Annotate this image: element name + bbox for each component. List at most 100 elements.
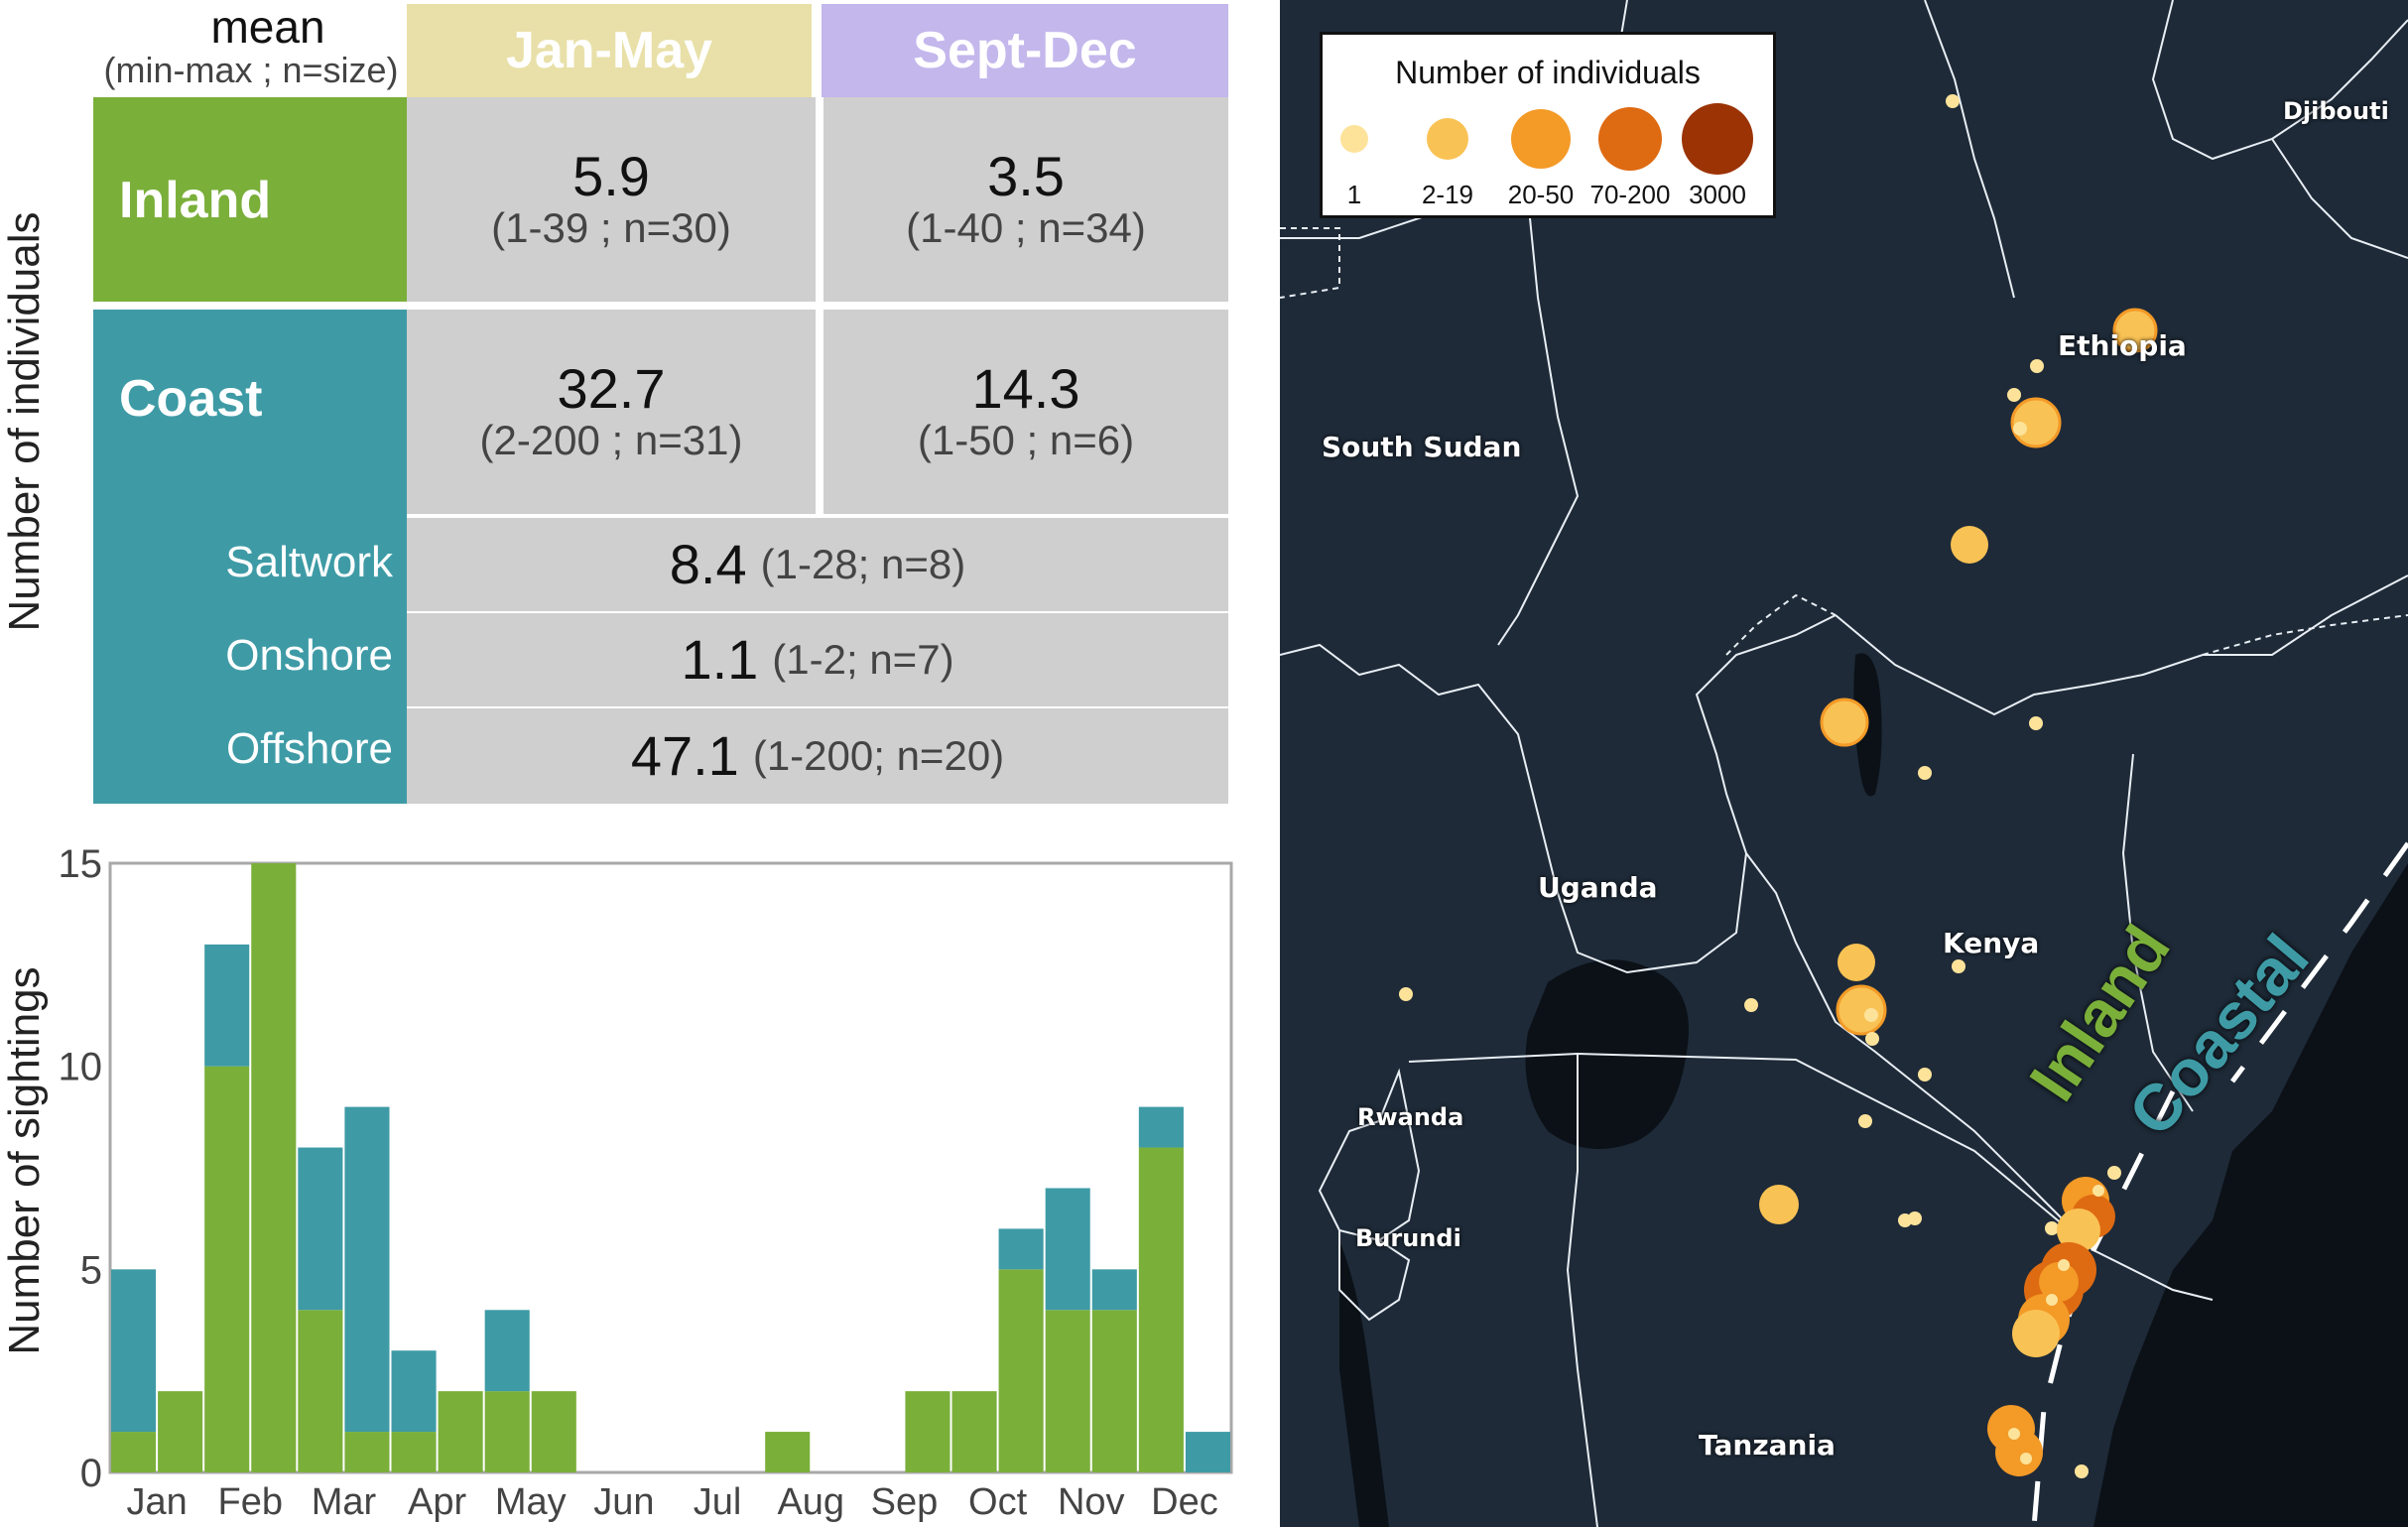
map-svg xyxy=(1280,0,2408,1527)
label-ethiopia: Ethiopia xyxy=(2058,329,2187,362)
bar-inland-bin-17 xyxy=(905,1391,951,1472)
bar-coast-bin-21 xyxy=(1091,1269,1137,1311)
saltwork-range: (1-28; n=8) xyxy=(760,540,966,587)
label-burundi: Burundi xyxy=(1355,1224,1461,1252)
legend-label-70-200: 70-200 xyxy=(1589,180,1671,209)
legend-circle-20-50 xyxy=(1511,109,1571,169)
bar-inland-bin-21 xyxy=(1091,1310,1137,1472)
map-legend: Number of individuals 1 2-19 20-50 70-20… xyxy=(1320,32,1776,218)
onshore-range: (1-2; n=7) xyxy=(772,635,954,683)
bar-coast-bin-0 xyxy=(111,1269,157,1433)
bar-inland-bin-20 xyxy=(1045,1310,1090,1472)
y-tick-label: 10 xyxy=(59,1046,103,1089)
saltwork-label: Saltwork xyxy=(225,538,393,586)
legend-symbols xyxy=(1340,103,1753,175)
bar-inland-bin-22 xyxy=(1138,1147,1184,1472)
legend-label-3000: 3000 xyxy=(1689,180,1746,209)
bar-inland-bin-9 xyxy=(531,1391,576,1472)
bar-inland-bin-0 xyxy=(111,1432,157,1472)
inland-row-label xyxy=(93,97,407,302)
inland-jan-range: (1-39 ; n=30) xyxy=(491,204,731,252)
x-tick-label-apr: Apr xyxy=(408,1481,466,1523)
table-y-axis-label: Number of individuals xyxy=(0,211,49,632)
country-borders xyxy=(1280,0,2408,1527)
label-tanzania: Tanzania xyxy=(1699,1429,1836,1462)
legend-label-2-19: 2-19 xyxy=(1421,180,1474,209)
offshore-range: (1-200; n=20) xyxy=(752,731,1005,779)
offshore-mean: 47.1 xyxy=(630,723,739,787)
legend-label-1: 1 xyxy=(1346,180,1362,209)
legend-label-20-50: 20-50 xyxy=(1507,180,1575,209)
sightings-chart: 0 5 10 15 Jan Feb Mar Apr May Jun Jul Aug Sep Oct Nov… xyxy=(59,842,1233,1523)
offshore-label: Offshore xyxy=(226,724,393,773)
lake-tanganyika xyxy=(1339,1240,1389,1527)
saltwork-cell: 8.4 (1-28; n=8) xyxy=(407,518,1228,611)
x-tick-label-may: May xyxy=(495,1481,567,1523)
legend-circle-1 xyxy=(1340,125,1368,153)
bar-coast-bin-19 xyxy=(998,1228,1044,1270)
x-tick-label-oct: Oct xyxy=(968,1481,1028,1523)
coast-row-label xyxy=(93,310,407,804)
indian-ocean xyxy=(2093,863,2408,1527)
y-tick-label: 5 xyxy=(80,1248,102,1292)
bar-inland-bin-14 xyxy=(765,1432,811,1472)
saltwork-mean: 8.4 xyxy=(669,532,747,595)
plot-frame xyxy=(108,861,1233,1474)
inland-sep-cell: 3.5 (1-40 ; n=34) xyxy=(824,97,1228,302)
bar-inland-bin-5 xyxy=(344,1432,390,1472)
legend-title: Number of individuals xyxy=(1395,55,1701,90)
legend-circle-70-200 xyxy=(1598,107,1662,171)
bar-coast-bin-8 xyxy=(484,1310,530,1392)
col-header-sept-dec-label: Sept-Dec xyxy=(913,22,1137,79)
bar-coast-bin-5 xyxy=(344,1106,390,1433)
col-header-sept-dec: Sept-Dec xyxy=(822,4,1228,97)
inland-label: Inland xyxy=(119,172,272,229)
col-header-jan-may-label: Jan-May xyxy=(505,22,713,79)
x-tick-label-aug: Aug xyxy=(777,1481,844,1523)
bar-coast-bin-23 xyxy=(1185,1432,1230,1472)
onshore-mean: 1.1 xyxy=(681,627,759,691)
coast-sep-cell: 14.3 (1-50 ; n=6) xyxy=(824,310,1228,514)
sighting-points xyxy=(1399,94,2158,1478)
x-tick-label-sep: Sep xyxy=(871,1481,939,1523)
map-panel: Djibouti Ethiopia South Sudan Uganda Ken… xyxy=(1280,0,2408,1527)
corner-title: mean xyxy=(210,1,325,53)
bar-inland-bin-6 xyxy=(391,1432,437,1472)
col-header-jan-may: Jan-May xyxy=(407,4,812,97)
bar-inland-bin-1 xyxy=(158,1391,203,1472)
offshore-cell: 47.1 (1-200; n=20) xyxy=(407,708,1228,804)
disputed-borders xyxy=(1280,227,2408,656)
coast-jan-cell: 32.7 (2-200 ; n=31) xyxy=(407,310,816,514)
bar-inland-bin-7 xyxy=(438,1391,483,1472)
x-tick-label-jan: Jan xyxy=(126,1481,187,1523)
y-tick-label: 0 xyxy=(80,1452,102,1495)
bar-coast-bin-6 xyxy=(391,1350,437,1433)
x-tick-label-mar: Mar xyxy=(312,1481,377,1523)
x-tick-label-feb: Feb xyxy=(218,1481,283,1523)
bar-coast-bin-22 xyxy=(1138,1106,1184,1148)
legend-circle-2-19 xyxy=(1427,118,1468,160)
inland-jan-mean: 5.9 xyxy=(572,144,650,207)
inland-sep-mean: 3.5 xyxy=(987,144,1065,207)
x-tick-label-nov: Nov xyxy=(1058,1481,1125,1523)
onshore-label: Onshore xyxy=(225,631,393,680)
coast-sep-range: (1-50 ; n=6) xyxy=(917,417,1135,464)
bar-inland-bin-3 xyxy=(251,863,297,1472)
coast-sep-mean: 14.3 xyxy=(971,356,1080,420)
x-tick-label-jul: Jul xyxy=(694,1481,742,1523)
label-rwanda: Rwanda xyxy=(1357,1103,1464,1131)
onshore-cell: 1.1 (1-2; n=7) xyxy=(407,613,1228,706)
bar-inland-bin-18 xyxy=(951,1391,997,1472)
bar-inland-bin-8 xyxy=(484,1391,530,1472)
inland-jan-cell: 5.9 (1-39 ; n=30) xyxy=(407,97,816,302)
bar-coast-bin-4 xyxy=(298,1147,343,1311)
bar-inland-bin-4 xyxy=(298,1310,343,1472)
corner-subtitle: (min-max ; n=size) xyxy=(103,50,399,90)
bar-coast-bin-20 xyxy=(1045,1188,1090,1311)
legend-circle-3000 xyxy=(1682,103,1753,175)
coast-label: Coast xyxy=(119,370,263,428)
label-south-sudan: South Sudan xyxy=(1322,431,1522,463)
coast-jan-range: (2-200 ; n=31) xyxy=(479,417,743,464)
x-tick-label-jun: Jun xyxy=(593,1481,654,1523)
x-tick-label-dec: Dec xyxy=(1151,1481,1218,1523)
